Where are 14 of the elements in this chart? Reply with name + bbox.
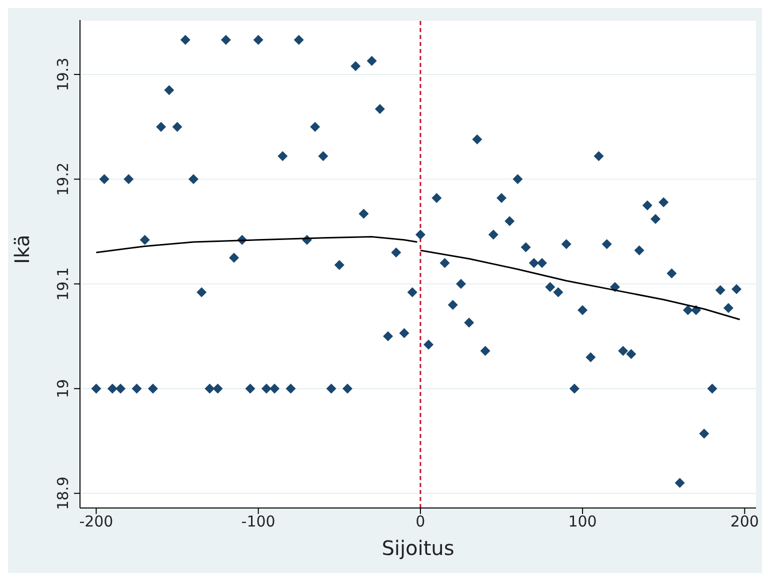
y-tick-label: 18.9 [54, 476, 72, 510]
x-tick-label: -200 [79, 512, 114, 531]
y-tick-label: 19.1 [54, 267, 72, 301]
x-tick-label: -100 [241, 512, 276, 531]
x-tick-label: 0 [416, 512, 426, 531]
y-axis-title: Ikä [10, 234, 34, 264]
y-tick-label: 19 [54, 379, 72, 398]
x-axis-title: Sijoitus [382, 536, 454, 560]
y-tick-label: 19.3 [54, 58, 72, 92]
line-series [420, 250, 741, 320]
x-tick-label: 100 [568, 512, 597, 531]
line-series [95, 236, 418, 254]
y-tick-label: 19.2 [54, 162, 72, 196]
x-tick-label: 200 [730, 512, 759, 531]
